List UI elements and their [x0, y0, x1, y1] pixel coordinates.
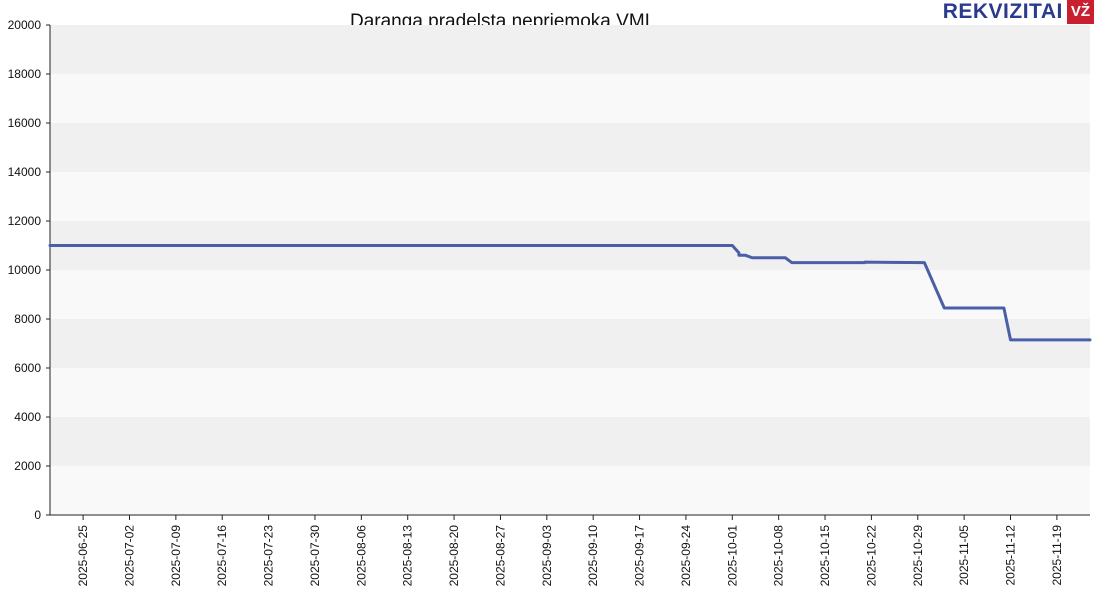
grid-band: [50, 172, 1090, 221]
x-tick-label: 2025-06-25: [76, 525, 90, 587]
grid-band: [50, 25, 1090, 74]
x-tick-label: 2025-09-17: [633, 525, 647, 587]
y-tick-label: 6000: [14, 361, 41, 375]
y-tick-label: 2000: [14, 459, 41, 473]
x-tick-label: 2025-11-19: [1050, 525, 1064, 586]
grid-band: [50, 417, 1090, 466]
x-tick-label: 2025-11-05: [957, 525, 971, 586]
x-tick-label: 2025-09-24: [679, 525, 693, 587]
grid-band: [50, 319, 1090, 368]
x-tick-label: 2025-08-13: [401, 525, 415, 587]
grid-band: [50, 368, 1090, 417]
x-tick-label: 2025-10-29: [911, 525, 925, 587]
logo-text: REKVIZITAI: [942, 0, 1063, 23]
grid-band: [50, 74, 1090, 123]
x-tick-label: 2025-08-20: [447, 525, 461, 587]
y-tick-label: 10000: [8, 263, 42, 277]
y-tick-label: 18000: [8, 67, 42, 81]
x-tick-label: 2025-11-12: [1004, 525, 1018, 586]
x-tick-label: 2025-08-06: [354, 525, 368, 587]
grid-band: [50, 123, 1090, 172]
x-tick-label: 2025-07-09: [169, 525, 183, 587]
grid-bands: [50, 25, 1090, 515]
x-tick-label: 2025-10-01: [725, 525, 739, 587]
x-tick-label: 2025-08-27: [493, 525, 507, 587]
x-tick-label: 2025-07-30: [308, 525, 322, 587]
y-tick-label: 16000: [8, 116, 42, 130]
rekvizitai-logo[interactable]: REKVIZITAI VŽ: [943, 0, 1094, 24]
logo-badge: VŽ: [1066, 0, 1094, 24]
x-tick-label: 2025-10-08: [772, 525, 786, 587]
x-axis: 2025-06-25 2025-07-02 2025-07-09 2025-07-16…: [50, 514, 1090, 587]
x-tick-label: 2025-07-16: [215, 525, 229, 587]
x-tick-label: 2025-10-15: [818, 525, 832, 587]
x-tick-label: 2025-07-02: [122, 525, 136, 587]
series-line: [48, 244, 1092, 342]
series-layer: [48, 244, 1092, 342]
y-tick-label: 0: [34, 508, 41, 522]
y-tick-label: 14000: [8, 165, 42, 179]
x-tick-label: 2025-09-10: [586, 525, 600, 587]
y-tick-label: 8000: [14, 312, 41, 326]
y-tick-label: 20000: [8, 18, 42, 32]
y-tick-label: 4000: [14, 410, 41, 424]
grid-band: [50, 466, 1090, 515]
y-tick-label: 12000: [8, 214, 42, 228]
x-tick-label: 2025-07-23: [262, 525, 276, 587]
x-tick-label: 2025-09-03: [540, 525, 554, 587]
y-axis: 0 2000 4000 6000 8000 10000 12000 14000 16000 180…: [8, 18, 51, 522]
grid-band: [50, 270, 1090, 319]
x-tick-label: 2025-10-22: [864, 525, 878, 587]
